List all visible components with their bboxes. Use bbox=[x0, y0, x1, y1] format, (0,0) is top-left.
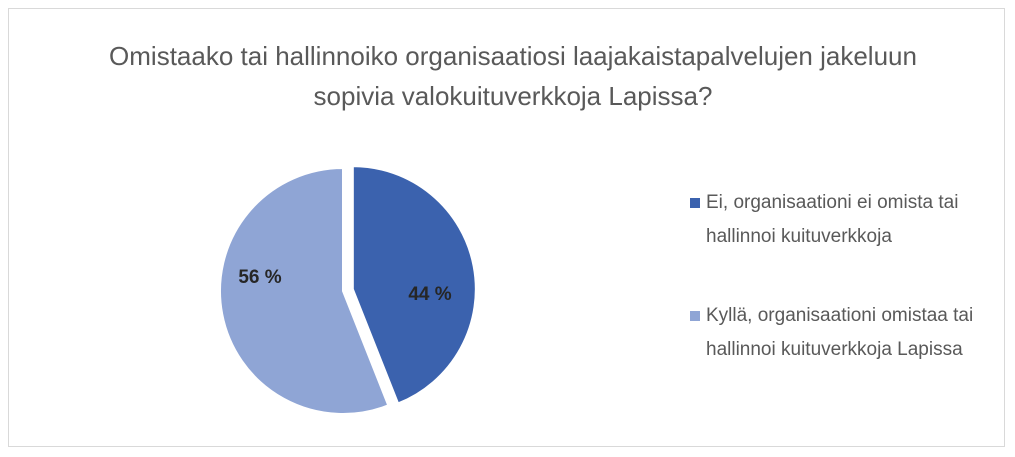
chart-title: Omistaako tai hallinnoiko organisaatiosi… bbox=[109, 41, 917, 111]
legend-entry: Ei, organisaationi ei omista tai hallinn… bbox=[690, 186, 990, 254]
legend-label: Kyllä, organisaationi omistaa tai hallin… bbox=[706, 305, 974, 360]
legend-swatch bbox=[690, 311, 700, 321]
legend-swatch bbox=[690, 198, 700, 208]
legend-label: Ei, organisaationi ei omista tai hallinn… bbox=[706, 192, 959, 247]
chart-frame bbox=[8, 8, 1005, 447]
pie-slice bbox=[219, 166, 390, 415]
data-label: 44 % bbox=[408, 284, 451, 305]
legend-entry: Kyllä, organisaationi omistaa tai hallin… bbox=[690, 299, 990, 367]
data-label: 56 % bbox=[238, 267, 281, 288]
pie-slice bbox=[351, 165, 477, 405]
